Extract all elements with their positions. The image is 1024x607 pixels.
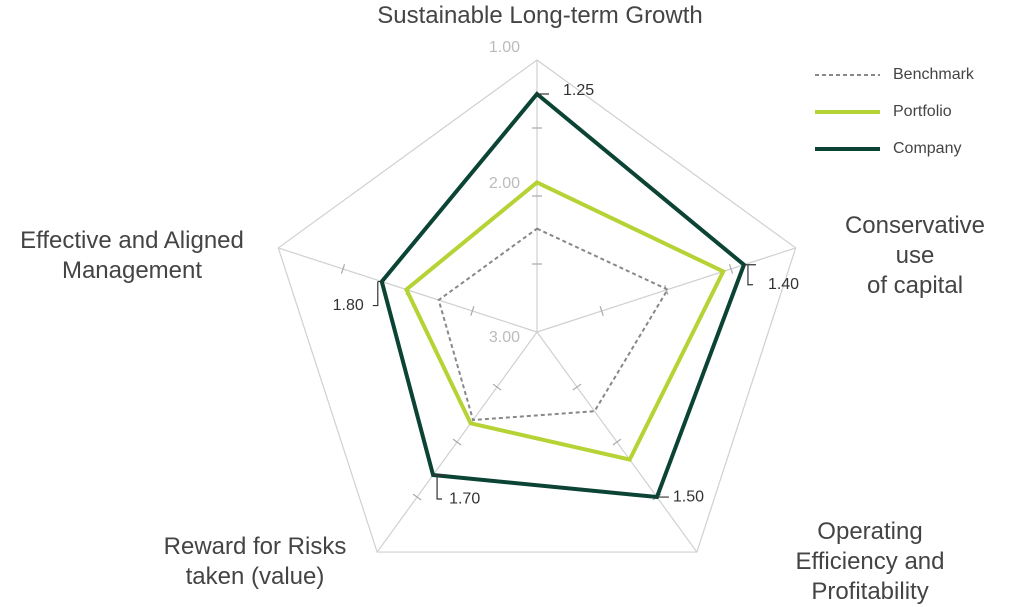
- tick-mark: [728, 264, 734, 274]
- value-label: 1.50: [673, 488, 704, 505]
- tick-mark: [340, 264, 346, 274]
- grid-polygon: [277, 59, 797, 553]
- axis-label: Effective and Aligned Management: [20, 227, 244, 284]
- axis-label: Sustainable Long-term Growth: [377, 2, 703, 29]
- tick-mark: [412, 493, 422, 501]
- tick-mark: [612, 438, 622, 446]
- tick-mark: [572, 383, 582, 391]
- value-label: 1.40: [768, 276, 799, 293]
- r-tick-label: 1.00: [489, 39, 520, 56]
- value-label: 1.70: [449, 490, 480, 507]
- tick-mark: [470, 306, 475, 316]
- legend-label: Portfolio: [893, 103, 952, 120]
- label-bracket: [743, 264, 756, 286]
- series-polygon: [437, 227, 670, 422]
- tick-mark: [452, 438, 462, 446]
- label-bracket: [372, 280, 382, 307]
- tick-mark: [599, 306, 604, 316]
- series-polygon: [379, 91, 747, 500]
- value-label: 1.25: [563, 82, 594, 99]
- tick-mark: [492, 383, 502, 391]
- r-tick-label: 3.00: [489, 329, 520, 346]
- legend-label: Company: [893, 140, 961, 157]
- value-label: 1.80: [333, 297, 364, 314]
- axis-label: Operating Efficiency and Profitability: [795, 518, 945, 605]
- label-bracket: [433, 474, 446, 500]
- axis-label: Reward for Risks taken (value): [163, 533, 347, 590]
- axis-label: Conservative use of capital: [844, 212, 986, 299]
- series-polygon: [403, 180, 726, 462]
- r-tick-label: 2.00: [489, 175, 520, 192]
- legend-label: Benchmark: [893, 66, 975, 83]
